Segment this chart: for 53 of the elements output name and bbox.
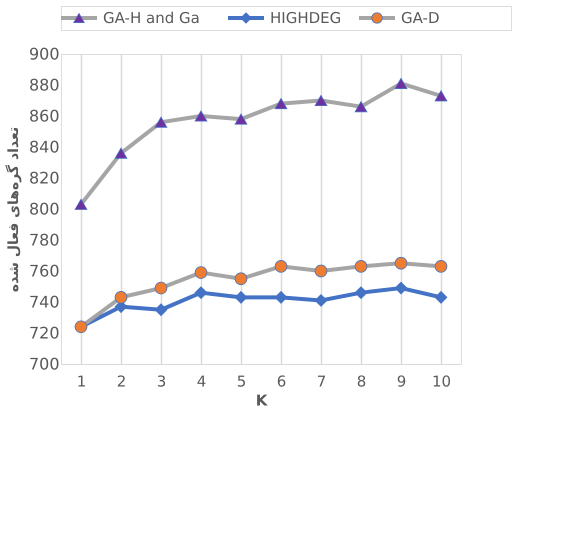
point [314,94,328,106]
point [194,286,208,300]
y-axis-title: تعداد گره‌های فعال شده [4,126,22,292]
x-axis-title: K [256,392,269,410]
x-tick-label: 2 [116,372,126,390]
point [234,272,248,286]
y-tick-label: 820 [28,168,60,188]
point [314,294,328,307]
legend-label: GA-D [401,9,440,27]
x-tick-label: 5 [236,372,246,390]
point [154,303,168,316]
x-tick-label: 7 [316,372,326,390]
x-tick-label: 6 [276,372,286,390]
point [154,282,168,294]
point [74,198,88,210]
y-tick-label: 720 [28,324,60,342]
point [114,291,128,304]
point [314,264,328,278]
point [394,282,408,294]
point [114,148,128,159]
x-tick-label: 8 [356,372,366,390]
y-tick-label: 760 [28,262,60,280]
y-tick-label: 860 [28,106,60,126]
point [434,260,448,273]
point [354,260,368,273]
legend-label: HIGHDEG [270,9,342,27]
point [354,286,368,300]
point [154,116,168,128]
y-tick-label: 780 [28,230,60,250]
y-tick-label: 740 [28,292,60,312]
point [194,110,208,122]
point [234,114,248,125]
point [394,256,408,270]
x-tick-label: 1 [76,372,86,390]
point [234,291,248,304]
point [354,101,368,112]
point [434,291,448,304]
point [274,260,288,273]
point [194,266,208,279]
point [394,78,408,89]
point [434,90,448,102]
legend-label: GA-H and Ga [103,9,200,27]
x-tick-label: 4 [196,372,206,390]
point [274,98,288,110]
y-tick-label: 840 [28,138,60,156]
y-tick-label: 700 [28,354,60,374]
y-tick-label: 900 [28,44,60,64]
y-tick-label: 800 [28,200,60,218]
x-tick-label: 3 [156,372,166,390]
x-tick-label: 10 [432,372,452,390]
point [274,291,288,304]
x-tick-label: 9 [396,372,406,390]
y-tick-label: 880 [28,76,60,94]
